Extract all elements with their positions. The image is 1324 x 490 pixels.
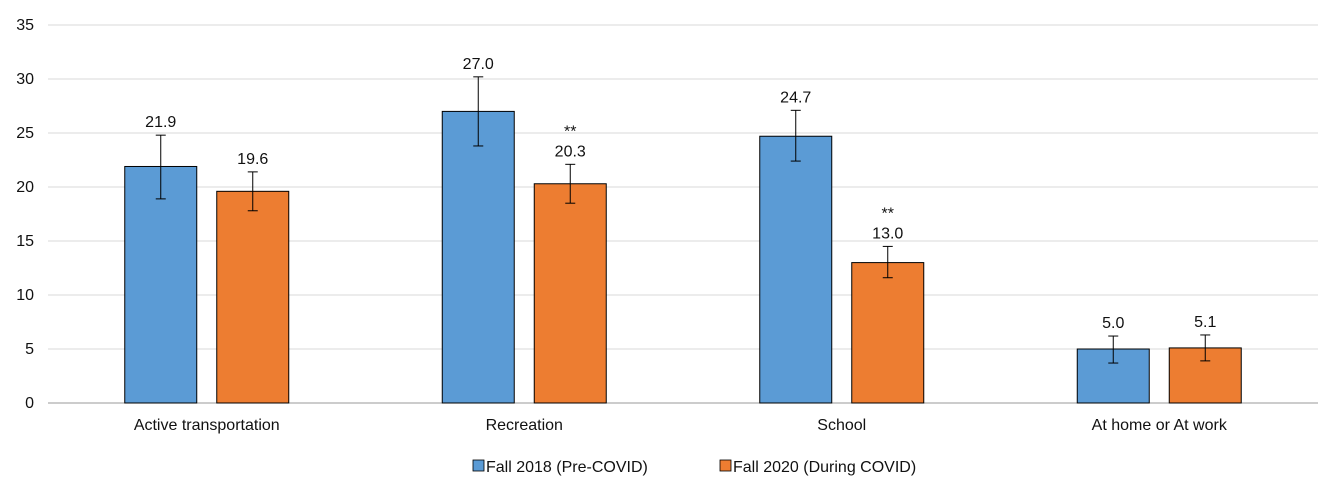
y-tick-label: 30 (16, 71, 34, 88)
error-bar (1108, 335, 1119, 364)
legend-item: Fall 2018 (Pre-COVID) (472, 459, 648, 476)
legend: Fall 2018 (Pre-COVID) Fall 2020 (During C… (472, 459, 916, 476)
y-tick-label: 35 (16, 17, 34, 34)
category-label: Recreation (486, 417, 563, 434)
data-label: 20.3 (555, 143, 586, 160)
bar (124, 165, 198, 404)
error-bar (1200, 334, 1211, 362)
error-bars (155, 76, 1211, 364)
data-label: 5.0 (1102, 315, 1124, 332)
bar (759, 135, 833, 404)
legend-label: Fall 2020 (During COVID) (733, 459, 916, 476)
data-label: 5.1 (1194, 314, 1216, 331)
x-axis-category-labels: Active transportation Recreation School At … (134, 417, 1228, 434)
y-tick-label: 15 (16, 233, 34, 250)
data-labels: 21.9 19.6 27.0 20.3 ** 24.7 13.0 ** 5.0 5.1 (145, 56, 1216, 332)
error-bar (155, 134, 166, 200)
bar (441, 110, 515, 404)
error-bar (247, 171, 258, 212)
legend-swatch (719, 459, 732, 472)
data-label: 13.0 (872, 225, 903, 242)
y-tick-label: 20 (16, 179, 34, 196)
bars (124, 110, 1242, 404)
error-bar (565, 163, 576, 204)
category-label: At home or At work (1092, 417, 1228, 434)
category-label: Active transportation (134, 417, 280, 434)
y-tick-label: 0 (25, 395, 34, 412)
legend-label: Fall 2018 (Pre-COVID) (486, 459, 648, 476)
category-label: School (817, 417, 866, 434)
error-bar (882, 245, 893, 279)
error-bar (473, 76, 484, 147)
data-label: 27.0 (463, 56, 494, 73)
y-tick-label: 10 (16, 287, 34, 304)
legend-item: Fall 2020 (During COVID) (719, 459, 916, 476)
bar (216, 190, 290, 404)
y-tick-label: 25 (16, 125, 34, 142)
data-label: 24.7 (780, 89, 811, 106)
significance-marker: ** (882, 205, 894, 222)
error-bar (790, 109, 801, 162)
legend-swatch (472, 459, 485, 472)
bar (851, 262, 925, 404)
data-label: 21.9 (145, 114, 176, 131)
bar (533, 183, 607, 404)
y-tick-label: 5 (25, 341, 34, 358)
significance-marker: ** (564, 123, 576, 140)
y-axis-tick-labels: 0 5 10 15 20 25 30 35 (16, 17, 34, 412)
data-label: 19.6 (237, 151, 268, 168)
